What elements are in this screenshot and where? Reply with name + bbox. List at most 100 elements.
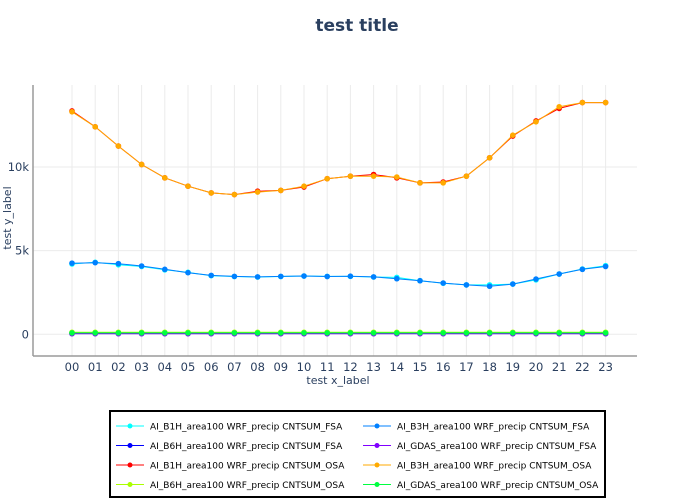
data-point [370,274,377,280]
x-tick-labels: 00 01 02 03 04 05 06 07 08 09 10 11 12 13 14 15 16 17 18 19… [65,360,613,374]
y-tick-label: 0 [22,327,29,341]
data-point [602,330,609,336]
data-point [533,330,539,336]
grid-lines [33,85,637,356]
data-point [556,330,562,336]
legend-item[interactable]: AI_B3H_area100 WRF_precip CNTSUM_OSA [363,462,592,472]
x-tick-label: 08 [250,360,265,374]
x-tick-label: 01 [88,360,103,374]
data-point [463,173,470,179]
data-point [556,103,562,110]
legend-item[interactable]: AI_B3H_area100 WRF_precip CNTSUM_FSA [363,423,590,433]
data-point [533,119,539,125]
data-point [440,280,447,286]
data-point [92,330,98,336]
legend-label: AI_B1H_area100 WRF_precip CNTSUM_OSA [150,462,345,472]
data-point [510,330,516,336]
data-point [115,143,122,149]
x-tick-label: 07 [227,360,242,374]
data-point [347,173,354,179]
data-point [185,269,191,276]
legend-label: AI_B3H_area100 WRF_precip CNTSUM_FSA [397,423,590,433]
data-point [417,180,423,186]
chart-title: test title [315,16,398,36]
legend-label: AI_GDAS_area100 WRF_precip CNTSUM_FSA [397,442,597,452]
data-point [510,281,516,287]
legend-item[interactable]: AI_GDAS_area100 WRF_precip CNTSUM_FSA [363,442,597,452]
data-point [69,260,75,266]
data-point [486,330,493,336]
data-point [347,330,354,336]
data-point [301,273,307,279]
legend: AI_B1H_area100 WRF_precip CNTSUM_FSA AI_B… [109,410,606,498]
data-point [394,330,400,336]
series [69,330,609,336]
data-point [162,330,168,336]
legend-swatch-marker [374,462,380,468]
series-line [71,102,606,196]
data-point [208,272,214,279]
data-point [208,190,214,196]
data-point [162,266,168,273]
legend-label: AI_B6H_area100 WRF_precip CNTSUM_FSA [150,442,343,452]
data-point [254,189,261,195]
x-tick-label: 14 [389,360,404,374]
legend-label: AI_B3H_area100 WRF_precip CNTSUM_OSA [397,462,592,472]
x-tick-label: 19 [505,360,520,374]
data-point [463,330,470,336]
legend-swatch-marker [127,462,133,468]
data-point [115,260,122,267]
data-point [301,330,307,336]
legend-label: AI_B1H_area100 WRF_precip CNTSUM_FSA [150,423,343,433]
legend-item[interactable]: AI_B6H_area100 WRF_precip CNTSUM_FSA [116,442,343,452]
legend-swatch-marker [127,443,133,448]
data-point [324,273,331,280]
series [69,259,609,288]
data-point [301,183,307,190]
x-tick-label: 22 [575,360,590,374]
y-tick-label: 5k [15,244,29,258]
legend-swatch-marker [127,482,133,487]
x-tick-label: 16 [436,360,451,374]
data-point [278,187,284,194]
y-tick-label: 10k [8,160,30,174]
legend-label: AI_B6H_area100 WRF_precip CNTSUM_OSA [150,481,345,491]
x-tick-label: 17 [459,360,474,374]
data-point [417,330,423,336]
data-point [394,275,400,282]
axes [32,85,637,357]
data-point [533,276,539,282]
data-point [278,273,284,280]
data-point [231,273,238,280]
x-tick-label: 04 [157,360,172,374]
data-point [556,271,562,277]
data-point [486,154,493,161]
legend-item[interactable]: AI_B1H_area100 WRF_precip CNTSUM_FSA [116,423,343,433]
y-tick-labels: 0 5k 10k [8,160,30,341]
x-tick-label: 10 [297,360,312,374]
data-point [231,191,238,198]
data-point [510,132,516,138]
data-point [579,266,586,273]
legend-item[interactable]: AI_B6H_area100 WRF_precip CNTSUM_OSA [116,481,345,491]
x-tick-label: 12 [343,360,358,374]
data-point [602,99,609,106]
x-tick-label: 09 [273,360,288,374]
data-point [138,263,145,269]
x-axis-title: test x_label [306,374,369,387]
data-point [278,330,284,336]
series-line [71,262,606,287]
data-point [69,330,75,336]
data-point [324,175,331,182]
data-point [394,174,400,180]
data-point [463,282,470,288]
legend-item[interactable]: AI_B1H_area100 WRF_precip CNTSUM_OSA [116,462,345,472]
data-point [138,330,145,336]
data-point [417,277,423,284]
data-point [324,330,331,336]
legend-item[interactable]: AI_GDAS_area100 WRF_precip CNTSUM_OSA [363,481,599,491]
series [69,99,609,198]
x-tick-label: 05 [181,360,196,374]
x-tick-label: 03 [134,360,149,374]
